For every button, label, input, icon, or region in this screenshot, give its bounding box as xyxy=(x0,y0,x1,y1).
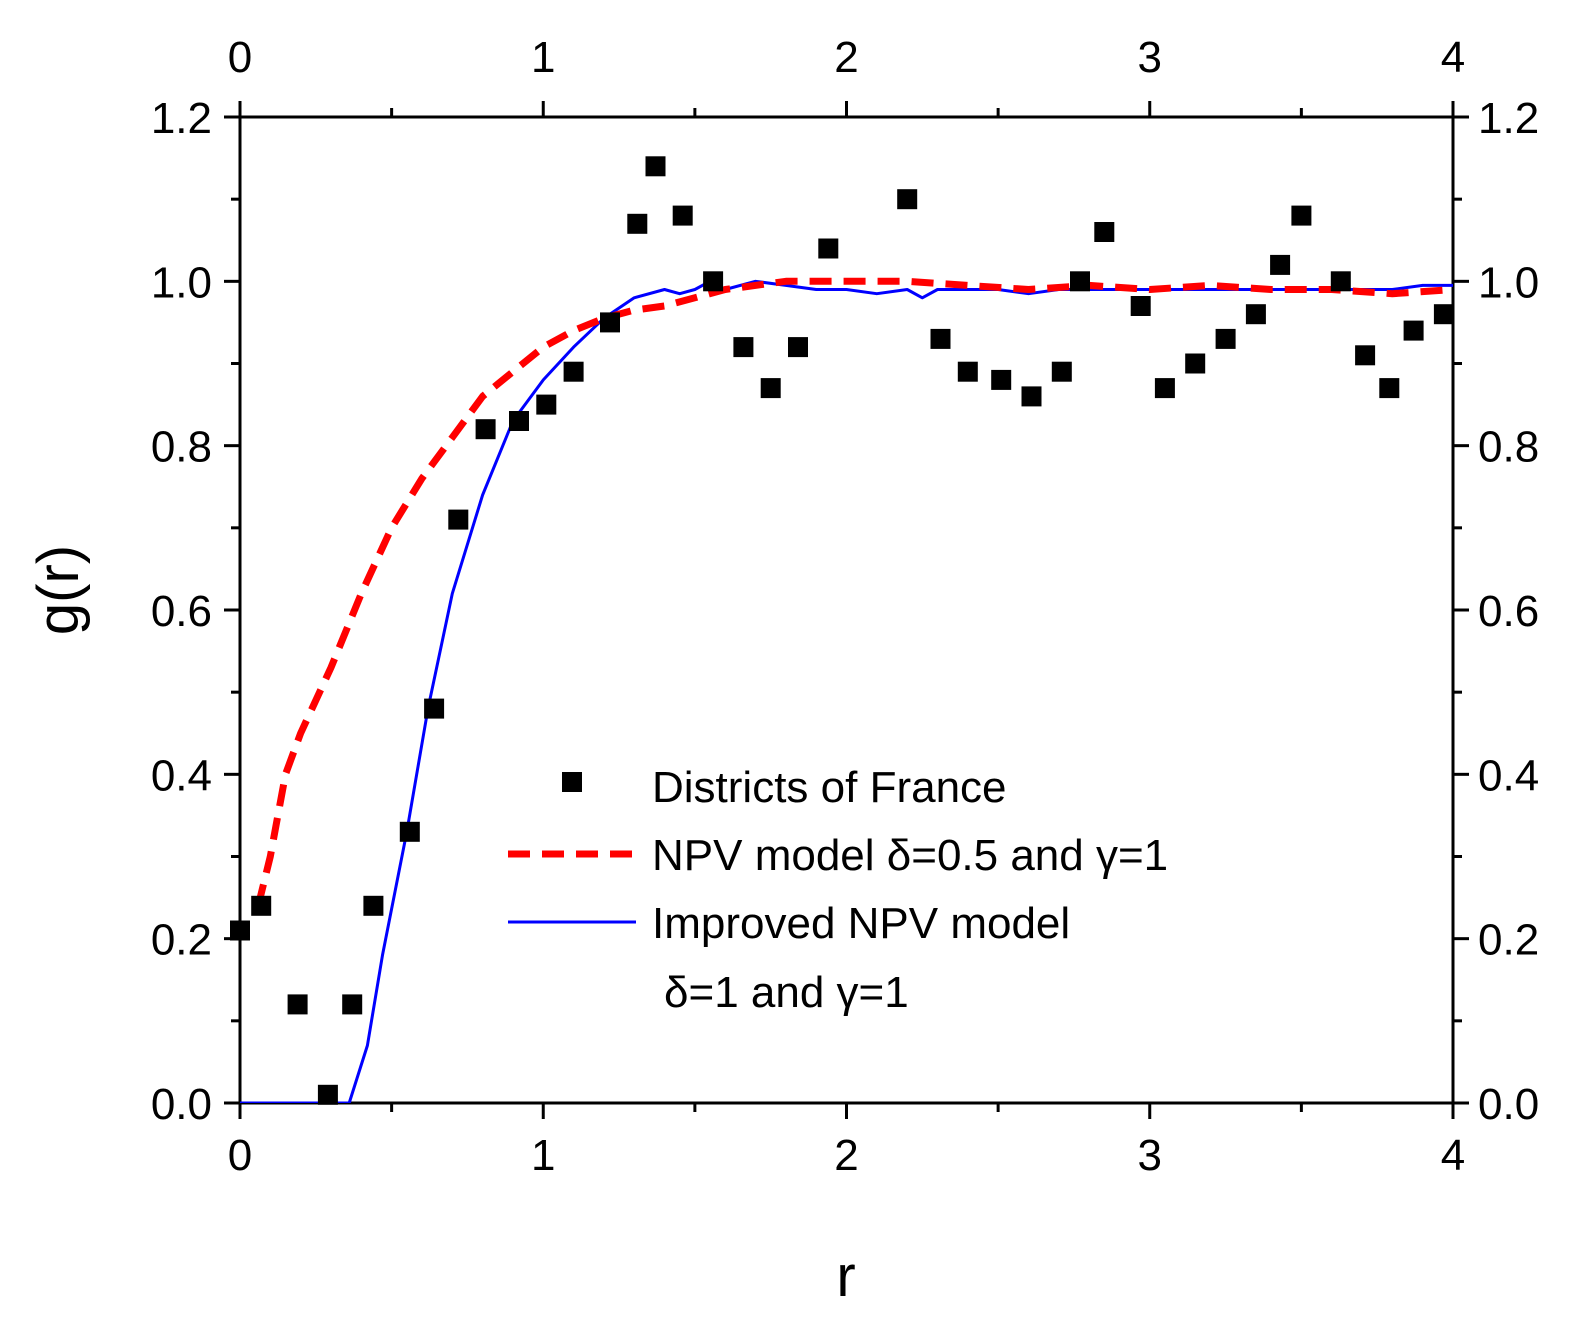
x-tick-label-bottom: 2 xyxy=(834,1131,858,1180)
data-point-districts xyxy=(317,1084,338,1105)
y-tick-label-left: 0.6 xyxy=(151,587,212,636)
series-line-improved-npv xyxy=(240,279,1453,1103)
data-point-districts xyxy=(600,312,620,333)
data-point-districts xyxy=(627,213,648,234)
y-tick-label-left: 1.0 xyxy=(151,258,212,307)
data-point-districts xyxy=(818,238,839,259)
data-point-districts xyxy=(563,361,584,382)
x-tick-label-top: 2 xyxy=(834,33,858,82)
data-point-districts xyxy=(1094,222,1115,242)
data-point-districts xyxy=(287,994,308,1015)
tick-labels: 0 0 1 1 2 2 3 3 4 4 0.0 0.0 0.2 0.2 0.4 0.4 0.6 0.6 0.8 0.8… xyxy=(151,33,1539,1180)
data-point-districts xyxy=(1154,378,1175,399)
data-point-districts xyxy=(1330,271,1351,292)
x-tick-label-top: 4 xyxy=(1441,33,1465,82)
legend: Districts of France NPV model δ=0.5 and … xyxy=(508,763,1168,1017)
y-tick-label-right: 1.0 xyxy=(1478,258,1539,307)
legend-label-districts: Districts of France xyxy=(652,763,1007,812)
y-tick-label-right: 0.8 xyxy=(1478,423,1539,472)
y-tick-label-left: 0.2 xyxy=(151,916,212,965)
y-tick-label-right: 0.0 xyxy=(1478,1080,1539,1129)
data-point-districts xyxy=(475,419,496,440)
data-point-districts xyxy=(1270,254,1291,275)
data-point-districts xyxy=(897,189,918,210)
data-point-districts xyxy=(645,156,666,177)
legend-marker-districts xyxy=(562,772,582,792)
data-point-districts xyxy=(672,205,693,226)
data-point-districts xyxy=(1245,304,1266,325)
data-point-districts xyxy=(363,895,384,916)
data-point-districts xyxy=(251,895,272,916)
x-tick-label-top: 0 xyxy=(228,33,252,82)
x-tick-label-bottom: 1 xyxy=(531,1131,555,1180)
data-point-districts xyxy=(1185,353,1206,374)
data-point-districts xyxy=(930,328,951,349)
data-point-districts xyxy=(1051,361,1072,382)
x-tick-label-top: 1 xyxy=(531,33,555,82)
x-tick-label-top: 3 xyxy=(1138,33,1162,82)
data-point-districts xyxy=(733,337,754,358)
y-axis-title: g(r) xyxy=(26,545,91,635)
data-point-districts xyxy=(1403,320,1424,341)
series-line-npv xyxy=(254,277,1453,907)
data-point-districts xyxy=(1291,205,1312,226)
legend-label-improved: Improved NPV model xyxy=(652,899,1070,948)
data-point-districts xyxy=(1070,271,1090,292)
data-point-districts xyxy=(399,821,420,842)
y-tick-label-left: 1.2 xyxy=(151,94,212,143)
data-point-districts xyxy=(760,378,781,399)
series-layer xyxy=(240,277,1453,1103)
y-tick-label-left: 0.4 xyxy=(151,751,212,800)
data-point-districts xyxy=(1130,296,1151,316)
data-point-districts xyxy=(448,509,469,530)
ticks xyxy=(224,101,1469,1119)
legend-label-improved-line2: δ=1 and γ=1 xyxy=(664,968,909,1017)
data-point-districts xyxy=(957,361,978,382)
data-point-districts xyxy=(1379,378,1400,399)
x-axis-title: r xyxy=(836,1244,855,1309)
data-point-districts xyxy=(703,271,724,292)
data-point-districts xyxy=(230,920,250,941)
data-point-districts xyxy=(1021,386,1042,407)
data-point-districts xyxy=(1355,345,1376,366)
y-tick-label-right: 1.2 xyxy=(1478,94,1539,143)
y-tick-label-right: 0.6 xyxy=(1478,587,1539,636)
data-point-districts xyxy=(788,337,808,358)
legend-label-npv: NPV model δ=0.5 and γ=1 xyxy=(652,831,1168,880)
data-point-districts xyxy=(424,698,445,719)
data-point-districts xyxy=(1215,328,1236,349)
data-point-districts xyxy=(991,369,1012,390)
x-tick-label-bottom: 3 xyxy=(1138,1131,1162,1180)
y-tick-label-right: 0.2 xyxy=(1478,916,1539,965)
data-point-districts xyxy=(1433,304,1454,325)
data-point-districts xyxy=(536,394,557,415)
y-tick-label-left: 0.8 xyxy=(151,423,212,472)
data-point-districts xyxy=(342,994,363,1015)
x-tick-label-bottom: 4 xyxy=(1441,1131,1465,1180)
y-tick-label-right: 0.4 xyxy=(1478,751,1539,800)
y-tick-label-left: 0.0 xyxy=(151,1080,212,1129)
x-tick-label-bottom: 0 xyxy=(228,1131,252,1180)
data-point-districts xyxy=(509,411,529,431)
